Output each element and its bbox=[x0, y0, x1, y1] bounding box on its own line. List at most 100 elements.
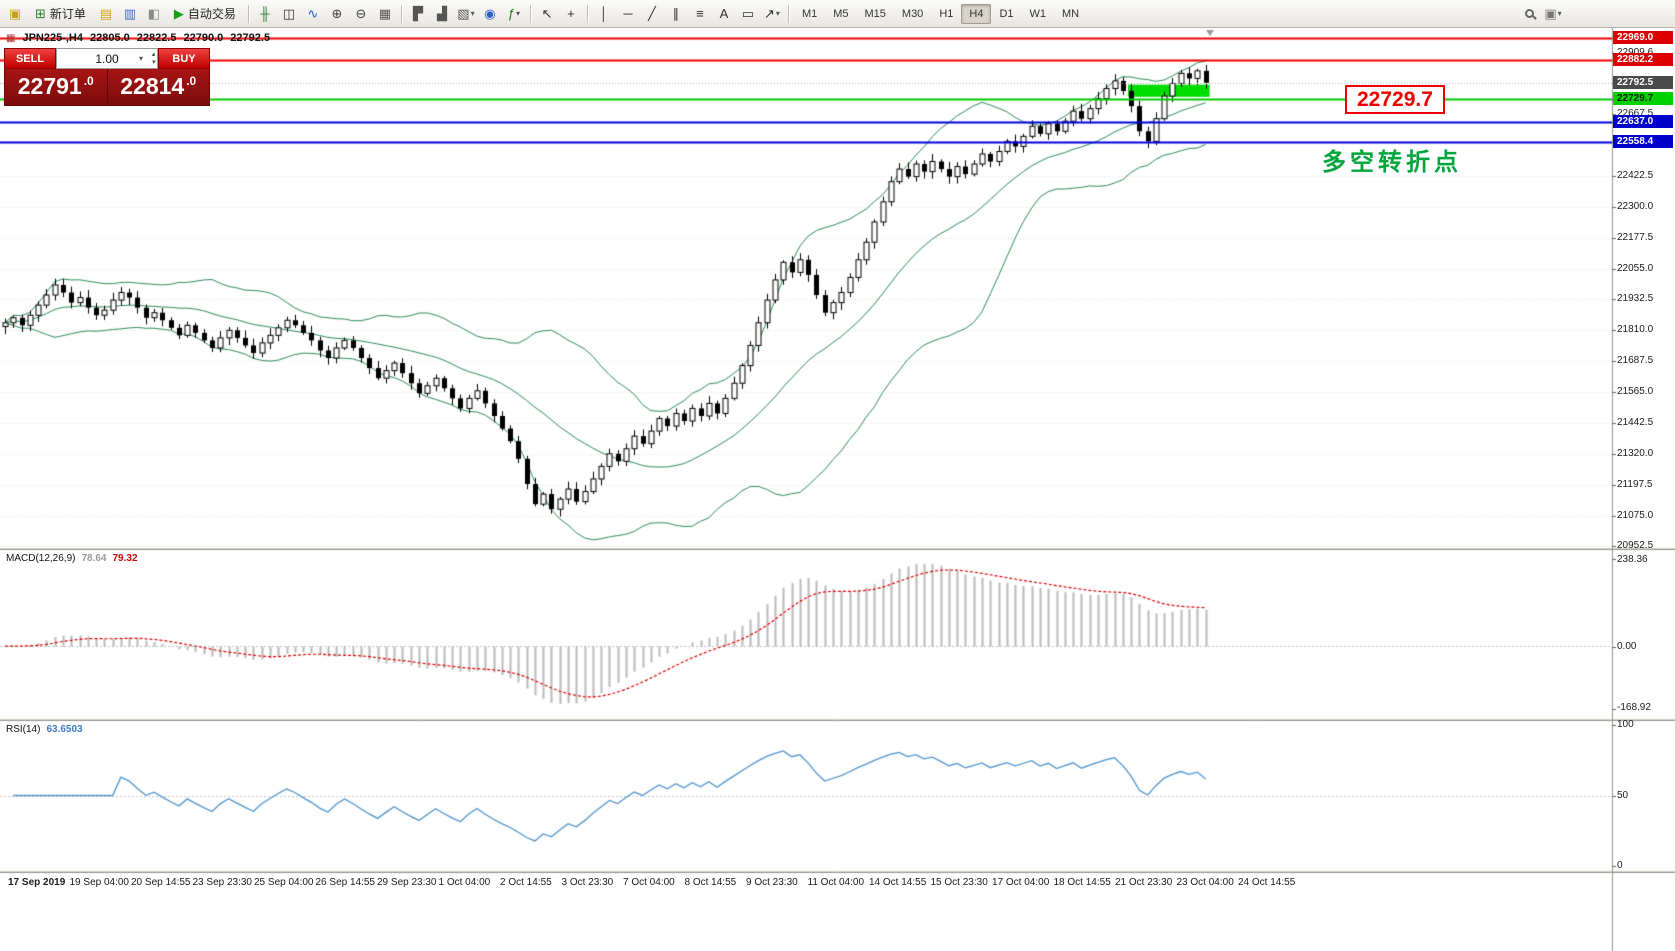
new-order-button[interactable]: ⊞ 新订单 bbox=[28, 2, 93, 25]
sell-price-fraction: .0 bbox=[83, 74, 94, 88]
arrange-horizontal-icon: ▛ bbox=[412, 6, 423, 21]
macd-signal-value: 79.32 bbox=[112, 553, 138, 564]
high-value: 22822.5 bbox=[136, 32, 177, 44]
price-chart-canvas[interactable] bbox=[0, 28, 1675, 951]
timeframe-button-mn[interactable]: MN bbox=[1062, 7, 1080, 20]
toolbox-icon[interactable]: ▣ ▾ bbox=[1542, 4, 1564, 24]
data-window-icon: ▥ bbox=[123, 6, 137, 21]
buy-price-fraction: .0 bbox=[186, 74, 197, 88]
caret-down-icon: ▾ bbox=[1557, 9, 1562, 18]
bar-chart-icon: ╫ bbox=[260, 6, 270, 21]
spinner-up-icon[interactable]: ▴ bbox=[151, 51, 155, 58]
community-icon[interactable]: ◉ bbox=[479, 4, 501, 24]
trendline-icon[interactable]: ╱ bbox=[641, 4, 663, 24]
spinner-down-icon[interactable]: ▾ bbox=[151, 59, 155, 66]
sell-button[interactable]: SELL bbox=[4, 48, 56, 69]
sell-price-value: 22791 bbox=[17, 73, 82, 99]
timeframe-button-d1[interactable]: D1 bbox=[999, 7, 1014, 20]
volume-value: 1.00 bbox=[95, 51, 119, 66]
new-chart-icon[interactable]: ▧ ▾ bbox=[455, 4, 477, 24]
data-window-icon[interactable]: ▥ bbox=[119, 4, 141, 24]
channel-icon[interactable]: ∥ bbox=[665, 4, 687, 24]
arrange-vertical-icon: ▟ bbox=[436, 6, 447, 21]
navigator-icon[interactable]: ◧ bbox=[143, 4, 165, 24]
toolbar-separator bbox=[586, 4, 588, 23]
timeframe-button-h4[interactable]: H4 bbox=[961, 3, 992, 24]
timeframe-button-m15[interactable]: M15 bbox=[864, 7, 886, 20]
toolbar-separator bbox=[400, 4, 402, 23]
buy-button[interactable]: BUY bbox=[158, 48, 210, 69]
volume-dropdown-icon[interactable]: ▾ bbox=[138, 54, 143, 63]
turning-point-annotation[interactable]: 多空转折点 bbox=[1322, 149, 1462, 176]
crosshair-icon[interactable]: + bbox=[560, 4, 582, 24]
timeframe-button-h1[interactable]: H1 bbox=[939, 7, 954, 20]
trendline-icon: ╱ bbox=[648, 6, 656, 21]
toolbar-separator bbox=[247, 4, 249, 23]
app-icon[interactable]: ▣ bbox=[4, 4, 26, 24]
close-value: 22792.5 bbox=[230, 32, 271, 44]
buy-price-display[interactable]: 22814 .0 bbox=[106, 69, 209, 105]
rsi-value: 63.6503 bbox=[46, 724, 83, 735]
indicators-icon: ƒ bbox=[507, 6, 516, 21]
symbol-period-label: JPN225-,H4 bbox=[22, 32, 83, 44]
rsi-name: RSI(14) bbox=[6, 724, 41, 735]
timeframe-button-m5[interactable]: M5 bbox=[833, 7, 849, 20]
tile-windows-icon: ▦ bbox=[378, 6, 392, 21]
indicators-icon[interactable]: ƒ ▾ bbox=[503, 4, 525, 24]
new-order-button-label: 新订单 bbox=[49, 7, 86, 21]
text-icon[interactable]: A bbox=[713, 4, 735, 24]
caret-down-icon: ▾ bbox=[470, 9, 475, 18]
bar-chart-icon[interactable]: ╫ bbox=[254, 4, 276, 24]
open-value: 22805.0 bbox=[90, 32, 130, 44]
timeframe-group: M1 M5 M15 M30 H1 H4 D1 W1 MN bbox=[794, 3, 1087, 24]
chart-ohlc-header: ▦ JPN225-,H4 22805.0 22822.5 22790.0 227… bbox=[6, 32, 270, 44]
cursor-icon[interactable]: ↖ bbox=[536, 4, 558, 24]
shapes-icon[interactable]: ▭ bbox=[737, 4, 759, 24]
market-watch-icon[interactable]: ▤ bbox=[95, 4, 117, 24]
timeframe-button-m1[interactable]: M1 bbox=[801, 7, 818, 20]
timeframe-button-m30[interactable]: M30 bbox=[901, 7, 924, 20]
candlestick-chart-icon[interactable]: ◫ bbox=[278, 4, 300, 24]
autotrading-button: ▶ bbox=[173, 6, 184, 21]
sell-price-display[interactable]: 22791 .0 bbox=[5, 69, 107, 105]
tile-windows-icon[interactable]: ▦ bbox=[374, 4, 396, 24]
vertical-line-icon: │ bbox=[599, 6, 608, 21]
line-chart-icon[interactable]: ∿ bbox=[302, 4, 324, 24]
timeframe-button-w1[interactable]: W1 bbox=[1029, 7, 1047, 20]
new-chart-icon: ▧ bbox=[457, 6, 470, 21]
macd-main-value: 78.64 bbox=[81, 553, 107, 564]
search-icon[interactable] bbox=[1518, 4, 1540, 24]
horizontal-line-icon[interactable]: ─ bbox=[617, 4, 639, 24]
macd-name: MACD(12,26,9) bbox=[6, 553, 76, 564]
cursor-icon: ↖ bbox=[541, 6, 553, 21]
text-icon: A bbox=[719, 6, 729, 21]
rsi-indicator-label: RSI(14) 63.6503 bbox=[6, 724, 83, 735]
chart-mini-icon: ▦ bbox=[6, 32, 16, 44]
caret-down-icon: ▾ bbox=[775, 9, 780, 18]
price-callout-label[interactable]: 22729.7 bbox=[1345, 85, 1445, 114]
horizontal-line-icon: ─ bbox=[623, 6, 633, 21]
volume-input[interactable]: 1.00 ▾ ▴ ▾ bbox=[56, 48, 158, 69]
market-watch-icon: ▤ bbox=[99, 6, 113, 21]
low-value: 22790.0 bbox=[183, 32, 224, 44]
arrows-icon[interactable]: ↗ ▾ bbox=[761, 4, 783, 24]
candlestick-chart-icon: ◫ bbox=[282, 6, 296, 21]
crosshair-icon: + bbox=[567, 6, 575, 21]
autotrading-button[interactable]: ▶ 自动交易 bbox=[167, 2, 243, 25]
buy-price-value: 22814 bbox=[120, 73, 185, 99]
vertical-line-icon[interactable]: │ bbox=[593, 4, 615, 24]
volume-spinner[interactable]: ▴ ▾ bbox=[151, 51, 155, 67]
zoom-in-icon[interactable]: ⊕ bbox=[326, 4, 348, 24]
one-click-trading-widget: SELL 1.00 ▾ ▴ ▾ BUY 22791 .0 22814 .0 bbox=[4, 48, 210, 106]
navigator-icon: ◧ bbox=[147, 6, 161, 21]
arrange-horizontal-icon[interactable]: ▛ bbox=[407, 4, 429, 24]
zoom-in-icon: ⊕ bbox=[331, 6, 343, 21]
search-icon bbox=[1524, 9, 1534, 18]
app-icon: ▣ bbox=[8, 6, 22, 21]
zoom-out-icon[interactable]: ⊖ bbox=[350, 4, 372, 24]
fibonacci-icon[interactable]: ≡ bbox=[689, 4, 711, 24]
macd-indicator-label: MACD(12,26,9) 78.64 79.32 bbox=[6, 553, 138, 564]
community-icon: ◉ bbox=[484, 6, 496, 21]
toolbar-separator bbox=[529, 4, 531, 23]
arrange-vertical-icon[interactable]: ▟ bbox=[431, 4, 453, 24]
